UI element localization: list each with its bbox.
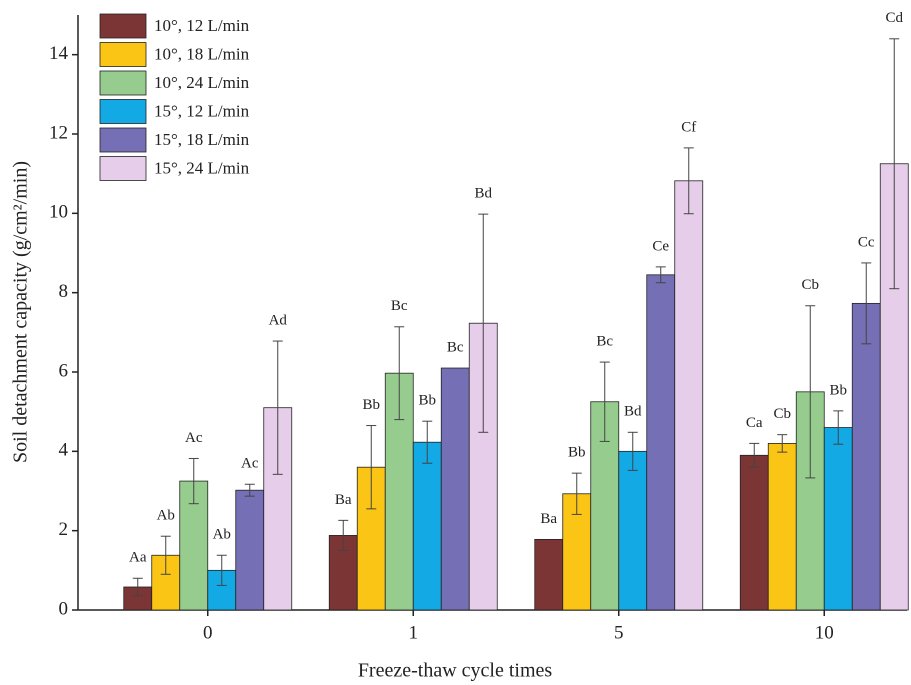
y-tick-label: 14: [49, 43, 69, 64]
significance-label: Cc: [858, 234, 875, 250]
bar: [674, 180, 704, 611]
significance-label: Bc: [596, 334, 613, 350]
error-bar: [422, 420, 433, 464]
error-bar: [833, 410, 844, 445]
significance-label: Ac: [185, 430, 203, 446]
significance-label: Cb: [801, 277, 819, 293]
significance-label: Ca: [746, 415, 763, 431]
y-tick-label: 4: [59, 440, 69, 461]
significance-label: Cb: [773, 406, 791, 422]
significance-label: Ac: [241, 456, 259, 472]
legend-swatch: [99, 42, 147, 67]
y-tick-label: 12: [49, 122, 68, 143]
error-bar: [627, 431, 638, 471]
x-tick-label: 10: [815, 622, 834, 643]
legend-swatch: [99, 156, 147, 181]
error-bar: [366, 425, 377, 510]
significance-label: Bc: [391, 298, 408, 314]
significance-label: Ab: [213, 527, 231, 543]
error-bar: [805, 305, 816, 479]
significance-label: Aa: [129, 550, 147, 566]
error-bar: [861, 262, 872, 345]
legend-swatch: [99, 99, 147, 124]
error-bar: [571, 472, 582, 515]
bar: [534, 538, 564, 611]
error-bar: [749, 442, 760, 468]
legend-swatch: [99, 70, 147, 96]
y-tick-label: 8: [59, 281, 69, 302]
legend-label: 15°, 24 L/min: [154, 158, 250, 177]
error-bar: [132, 577, 143, 597]
y-tick-label: 2: [59, 519, 69, 540]
error-bar: [777, 434, 788, 453]
significance-label: Bd: [474, 186, 492, 202]
significance-label: Bb: [418, 393, 436, 409]
significance-label: Ce: [652, 238, 669, 254]
legend-swatch: [99, 13, 147, 39]
significance-label: Ad: [269, 312, 288, 328]
x-tick-label: 1: [409, 622, 419, 643]
bar: [440, 367, 470, 611]
x-tick-label: 0: [203, 622, 213, 643]
error-bar: [338, 519, 349, 551]
significance-label: Ba: [335, 492, 352, 508]
error-bar: [244, 483, 255, 497]
significance-label: Bb: [568, 445, 586, 461]
significance-label: Bc: [447, 339, 464, 355]
significance-label: Ba: [540, 511, 557, 527]
bar: [767, 442, 797, 611]
error-bar: [478, 213, 489, 433]
legend-swatch: [99, 127, 147, 153]
legend-label: 10°, 24 L/min: [154, 73, 250, 92]
significance-label: Ab: [157, 508, 175, 524]
y-tick-label: 6: [59, 360, 69, 381]
legend-label: 10°, 18 L/min: [154, 44, 250, 63]
error-bar: [394, 326, 405, 421]
error-bar: [889, 38, 900, 290]
y-tick-label: 10: [49, 202, 68, 223]
error-bar: [272, 340, 283, 475]
error-bar: [599, 361, 610, 442]
significance-label: Bd: [624, 404, 642, 420]
bar: [851, 302, 881, 611]
error-bar: [216, 554, 227, 586]
bar: [412, 441, 442, 611]
significance-label: Cf: [681, 119, 696, 135]
significance-label: Cd: [885, 10, 903, 26]
bar: [618, 450, 648, 611]
bar: [646, 274, 676, 611]
significance-label: Bb: [362, 397, 380, 413]
y-tick-label: 0: [59, 598, 69, 619]
error-bar: [655, 266, 666, 284]
error-bar: [188, 457, 199, 505]
legend-label: 15°, 18 L/min: [154, 130, 250, 149]
x-axis-label: Freeze-thaw cycle times: [358, 660, 553, 682]
significance-label: Bb: [829, 382, 847, 398]
bar: [739, 454, 769, 611]
bar: [235, 489, 265, 611]
legend-label: 10°, 12 L/min: [154, 16, 250, 35]
y-axis-label: Soil detachment capacity (g/cm²/min): [10, 161, 32, 463]
error-bar: [683, 147, 694, 215]
error-bar: [160, 535, 171, 575]
x-tick-label: 5: [614, 622, 624, 643]
legend-label: 15°, 12 L/min: [154, 101, 250, 120]
bar: [823, 427, 853, 611]
